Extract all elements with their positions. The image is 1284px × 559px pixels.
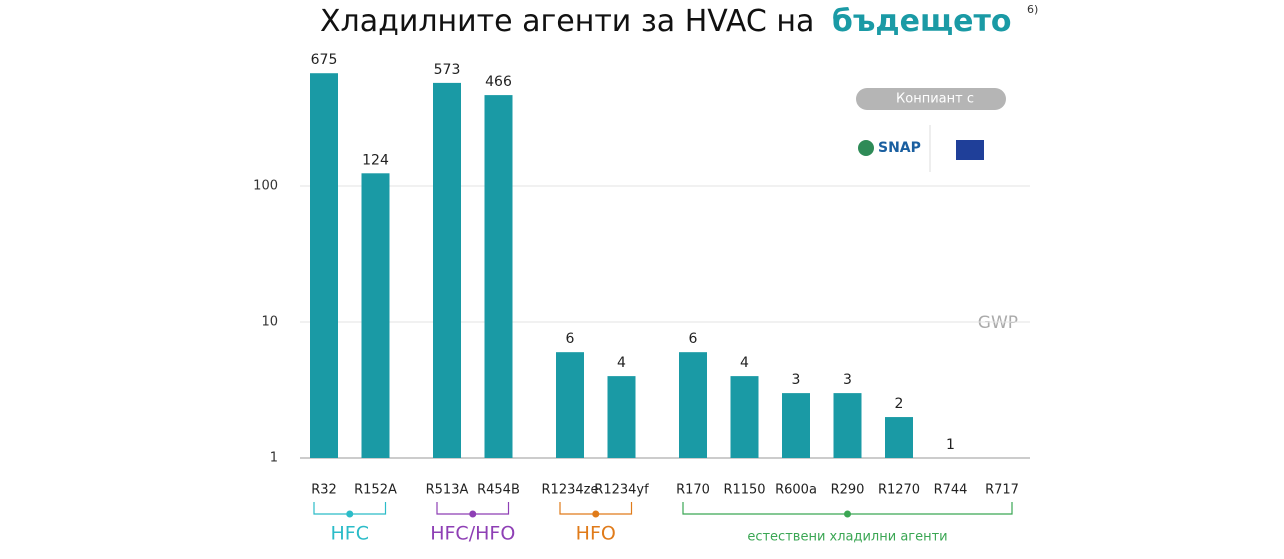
value-label: 573 <box>434 62 461 78</box>
x-tick-label: R600a <box>775 483 817 498</box>
bar <box>310 73 338 458</box>
x-tick-label: R1270 <box>878 483 920 498</box>
x-tick-label: R290 <box>831 483 865 498</box>
group-dot <box>592 510 600 518</box>
group-label: HFO <box>576 523 616 545</box>
value-label: 675 <box>311 52 338 68</box>
x-tick-label: R454B <box>477 483 520 498</box>
value-label: 6 <box>689 331 698 347</box>
chart-title: Хладилните агенти за HVAC на бъдещето 6) <box>320 3 1038 39</box>
value-label: 3 <box>792 372 801 388</box>
y-tick-label: 10 <box>261 315 278 330</box>
bar <box>484 95 513 458</box>
eu-flag <box>956 140 984 160</box>
badge-bg <box>856 88 1006 110</box>
title-note: 6) <box>1027 3 1038 16</box>
value-label: 1 <box>946 437 955 453</box>
value-label: 6 <box>566 331 575 347</box>
axis-label: GWP <box>978 313 1018 333</box>
snap-icon <box>858 140 874 156</box>
x-tick-label: R152A <box>354 483 397 498</box>
x-tick-label: R744 <box>934 483 968 498</box>
value-label: 466 <box>485 74 512 90</box>
snap-logo: SNAP <box>878 140 921 156</box>
title-highlight: бъдещето <box>832 4 1012 39</box>
y-tick-label: 1 <box>270 451 278 466</box>
group-label: естествени хладилни агенти <box>747 530 947 545</box>
bar <box>607 376 636 458</box>
value-label: 4 <box>740 355 749 371</box>
group-dot <box>346 510 354 518</box>
value-label: 4 <box>617 355 626 371</box>
value-label: 3 <box>843 372 852 388</box>
bar <box>782 393 810 458</box>
x-tick-label: R1150 <box>723 483 765 498</box>
x-tick-label: R170 <box>676 483 710 498</box>
bar <box>361 173 390 458</box>
x-tick-label: R717 <box>985 483 1019 498</box>
x-tick-label: R32 <box>311 483 337 498</box>
group-label: HFC/HFO <box>430 523 515 545</box>
title-main: Хладилните агенти за HVAC на <box>320 4 814 39</box>
x-tick-label: R513A <box>426 483 469 498</box>
bar <box>730 376 759 458</box>
bar <box>833 393 862 458</box>
bar <box>679 352 707 458</box>
bar <box>556 352 584 458</box>
badge: Конпиант с <box>896 92 974 107</box>
y-tick-label: 100 <box>253 179 278 194</box>
value-label: 124 <box>362 152 389 168</box>
group-dot <box>469 510 477 518</box>
x-tick-label: R1234yf <box>594 483 649 498</box>
x-tick-label: R1234ze <box>542 483 599 498</box>
bar <box>885 417 913 458</box>
group-label: HFC <box>331 523 369 545</box>
value-label: 2 <box>895 396 904 412</box>
bar <box>433 82 461 459</box>
group-dot <box>844 510 851 518</box>
